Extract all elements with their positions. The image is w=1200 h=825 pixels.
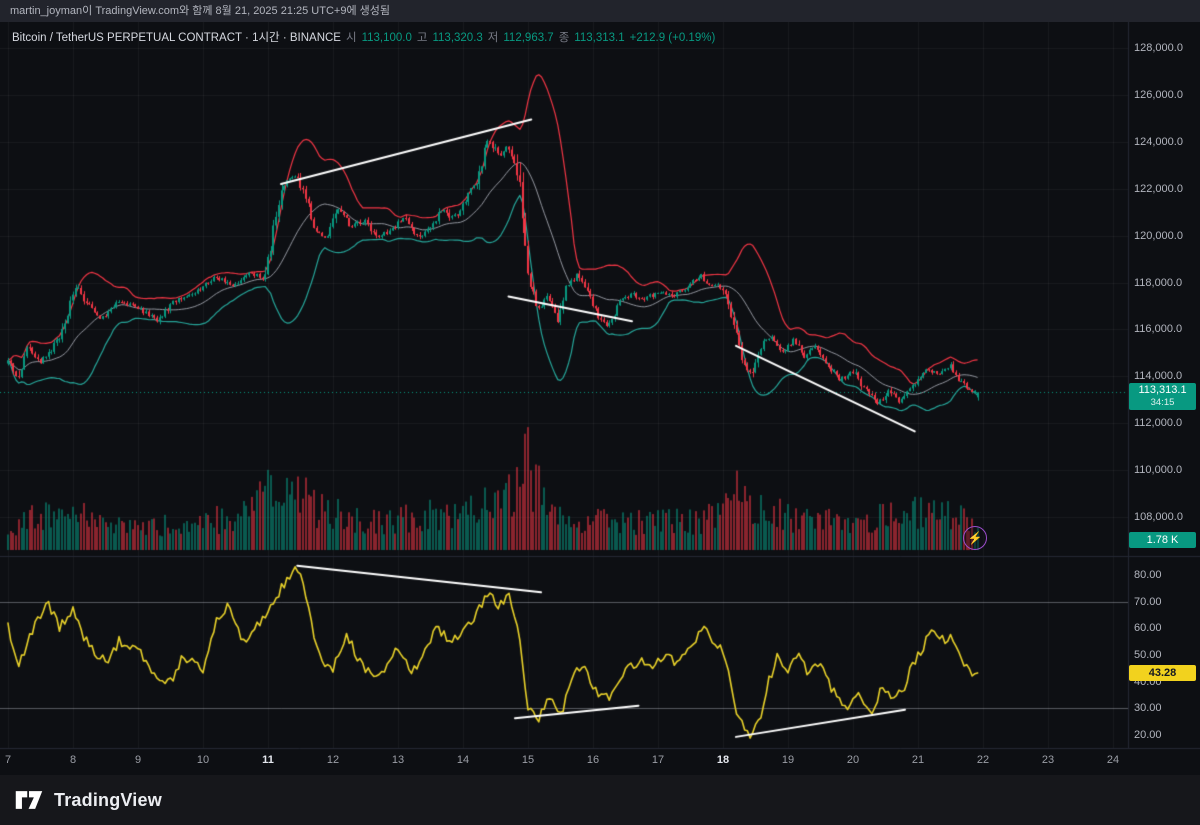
time-tick: 19: [781, 754, 795, 766]
rsi-tick: 50.00: [1134, 649, 1162, 661]
chart-area: Bitcoin / TetherUS PERPETUAL CONTRACT · …: [0, 22, 1200, 775]
chart-canvas[interactable]: [0, 22, 1200, 775]
rsi-tick: 70.00: [1134, 595, 1162, 608]
rsi-value: 43.28: [1148, 666, 1177, 679]
attribution-text: martin_joyman이 TradingView.com와 함께 8월 21…: [10, 5, 390, 17]
rsi-tick: 20.00: [1134, 729, 1162, 741]
volume-value: 1.78 K: [1146, 534, 1179, 546]
price-tick: 122,000.0: [1134, 182, 1183, 195]
price-tick: 110,000.0: [1134, 464, 1183, 477]
open-value: 113,100.0: [361, 32, 412, 44]
last-price-label: 113,313.1 34:15: [1129, 383, 1196, 411]
tradingview-brand-text[interactable]: TradingView: [54, 789, 162, 810]
lightning-glyph: ⚡: [967, 531, 983, 545]
price-tick: 124,000.0: [1134, 135, 1183, 148]
time-tick: 12: [326, 754, 340, 766]
time-tick: 17: [651, 754, 665, 766]
price-tick: 118,000.0: [1134, 276, 1183, 289]
close-label: 종: [558, 32, 570, 44]
time-tick: 24: [1106, 754, 1120, 766]
low-label: 저: [487, 32, 499, 44]
time-tick: 11: [262, 754, 274, 766]
time-tick: 7: [4, 754, 12, 766]
time-tick: 20: [846, 754, 860, 766]
time-tick: 13: [391, 754, 405, 766]
time-tick: 15: [521, 754, 535, 766]
price-tick: 120,000.0: [1134, 229, 1183, 242]
high-label: 고: [416, 32, 428, 44]
time-tick: 10: [196, 754, 210, 766]
time-tick: 14: [456, 754, 470, 766]
last-price-value: 113,313.1: [1138, 384, 1187, 397]
attribution-bar: martin_joyman이 TradingView.com와 함께 8월 21…: [0, 0, 1200, 22]
low-value: 112,963.7: [503, 32, 554, 44]
change-value: +212.9 (+0.19%): [629, 32, 716, 44]
close-value: 113,313.1: [574, 32, 625, 44]
time-tick: 21: [911, 754, 925, 766]
price-tick: 128,000.0: [1134, 42, 1183, 54]
price-tick: 112,000.0: [1134, 417, 1183, 430]
bar-countdown: 34:15: [1150, 397, 1175, 409]
time-tick: 18: [716, 754, 730, 766]
symbol-title[interactable]: Bitcoin / TetherUS PERPETUAL CONTRACT · …: [12, 32, 341, 44]
rsi-tick: 30.00: [1134, 702, 1162, 715]
volume-label: 1.78 K: [1129, 532, 1196, 548]
price-tick: 108,000.0: [1134, 511, 1183, 523]
price-tick: 116,000.0: [1134, 323, 1183, 336]
open-label: 시: [345, 32, 357, 44]
high-value: 113,320.3: [432, 32, 483, 44]
tradingview-logo-icon[interactable]: [14, 788, 44, 812]
time-tick: 9: [134, 754, 142, 766]
flash-icon[interactable]: ⚡: [963, 526, 987, 550]
time-tick: 22: [976, 754, 990, 766]
footer: TradingView: [0, 775, 1200, 825]
rsi-value-label: 43.28: [1129, 664, 1196, 681]
time-tick: 23: [1041, 754, 1055, 766]
price-tick: 126,000.0: [1134, 88, 1183, 101]
time-tick: 16: [586, 754, 600, 766]
price-tick: 114,000.0: [1134, 370, 1183, 383]
chart-legend: Bitcoin / TetherUS PERPETUAL CONTRACT · …: [12, 29, 715, 45]
time-tick: 8: [69, 754, 77, 766]
rsi-tick: 60.00: [1134, 622, 1162, 635]
rsi-tick: 80.00: [1134, 569, 1162, 581]
